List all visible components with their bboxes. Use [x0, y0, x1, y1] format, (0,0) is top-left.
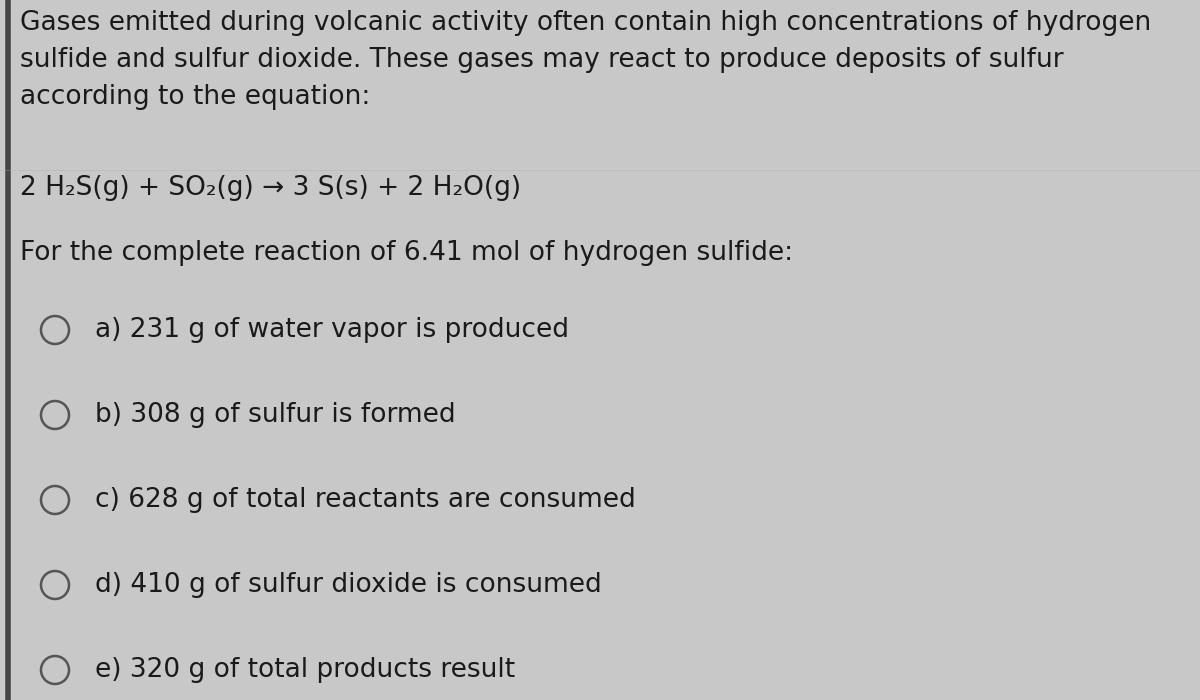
Text: For the complete reaction of 6.41 mol of hydrogen sulfide:: For the complete reaction of 6.41 mol of… — [20, 240, 793, 266]
Text: a) 231 g of water vapor is produced: a) 231 g of water vapor is produced — [95, 317, 569, 343]
Text: e) 320 g of total products result: e) 320 g of total products result — [95, 657, 515, 683]
Text: c) 628 g of total reactants are consumed: c) 628 g of total reactants are consumed — [95, 487, 636, 513]
Text: Gases emitted during volcanic activity often contain high concentrations of hydr: Gases emitted during volcanic activity o… — [20, 10, 1151, 110]
Text: b) 308 g of sulfur is formed: b) 308 g of sulfur is formed — [95, 402, 456, 428]
Text: d) 410 g of sulfur dioxide is consumed: d) 410 g of sulfur dioxide is consumed — [95, 572, 601, 598]
Text: 2 H₂S(g) + SO₂(g) → 3 S(s) + 2 H₂O(g): 2 H₂S(g) + SO₂(g) → 3 S(s) + 2 H₂O(g) — [20, 175, 521, 201]
